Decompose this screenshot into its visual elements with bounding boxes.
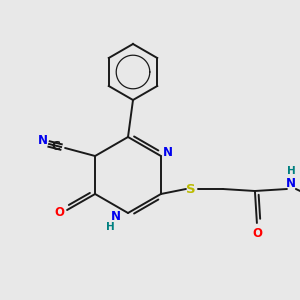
Text: O: O xyxy=(54,206,64,218)
Text: H: H xyxy=(106,222,114,232)
Text: N: N xyxy=(286,176,296,190)
Text: N: N xyxy=(111,211,121,224)
Text: N: N xyxy=(38,134,48,148)
Text: C: C xyxy=(52,140,61,154)
Text: H: H xyxy=(286,166,295,176)
Text: S: S xyxy=(186,182,196,196)
Text: N: N xyxy=(163,146,173,160)
Text: O: O xyxy=(252,226,262,239)
